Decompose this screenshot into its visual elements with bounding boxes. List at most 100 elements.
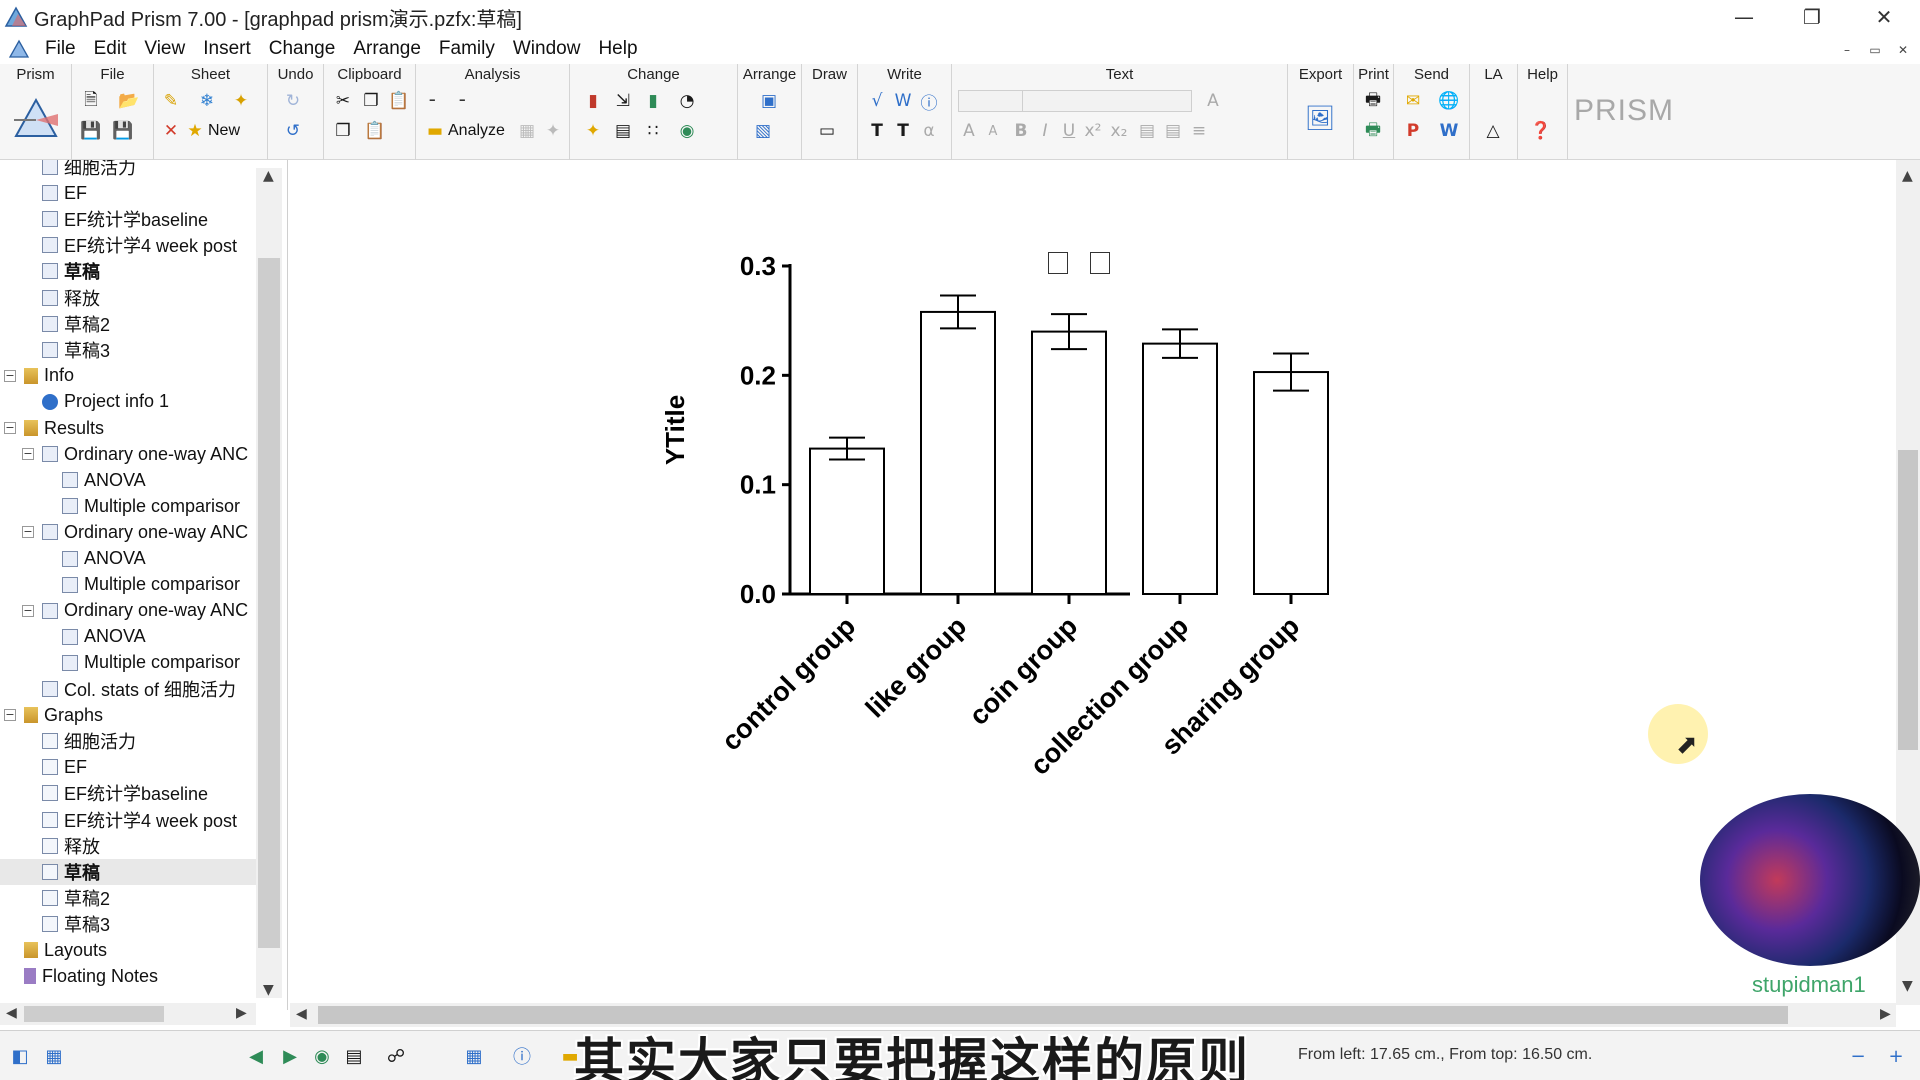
font-name-dropdown[interactable] [1022, 90, 1192, 112]
table-icon[interactable]: ▦ [518, 121, 536, 141]
scroll-left-arrow-icon[interactable]: ◀ [6, 1005, 17, 1021]
scroll-down-arrow-icon[interactable]: ▼ [263, 982, 274, 998]
navigator-item[interactable]: Graphs [24, 702, 103, 728]
scroll-right-arrow-icon[interactable]: ▶ [1880, 1006, 1891, 1022]
navigator-item[interactable]: EF [42, 180, 87, 206]
analysis-chart-icon[interactable]: ╴ [429, 91, 441, 111]
textbox-tool-icon[interactable]: T [897, 121, 909, 141]
tree-collapse-icon[interactable]: − [22, 525, 34, 539]
redo-icon[interactable]: ↻ [285, 91, 301, 111]
info-text-icon[interactable]: ⓘ [920, 93, 938, 114]
bold-icon[interactable]: B [1014, 121, 1028, 141]
canvas-horizontal-scrollbar[interactable]: ◀ ▶ [290, 1003, 1896, 1027]
cut-icon[interactable]: ✂ [335, 91, 351, 111]
zoom-sheet-icon[interactable]: ◉ [314, 1045, 330, 1067]
find-icon[interactable]: ▤ [345, 1045, 363, 1067]
pie-chart-icon[interactable]: ◔ [679, 91, 695, 111]
word-object-icon[interactable]: W [894, 91, 912, 111]
navigator-item[interactable]: 草稿3 [42, 911, 110, 937]
navigator-item[interactable]: Ordinary one-way ANC [42, 519, 248, 545]
scatter-icon[interactable]: ∷ [647, 121, 659, 141]
new-file-icon[interactable]: 🗎 [84, 89, 98, 110]
wand-icon[interactable]: ✦ [545, 121, 561, 141]
save-as-icon[interactable]: 💾 [112, 121, 134, 141]
save-icon[interactable]: 💾 [80, 121, 102, 141]
paste-icon[interactable]: 📋 [364, 121, 386, 141]
scroll-left-arrow-icon[interactable]: ◀ [296, 1006, 307, 1022]
menu-window[interactable]: Window [512, 38, 581, 59]
delete-sheet-icon[interactable]: ✕ [163, 121, 179, 141]
info-tab-icon[interactable]: ⓘ [513, 1047, 531, 1068]
navigator-item[interactable]: ANOVA [62, 546, 146, 572]
prism-document-icon[interactable] [8, 39, 30, 59]
navigator-item[interactable]: Multiple comparisor [62, 650, 240, 676]
menu-file[interactable]: File [45, 38, 76, 59]
font-size-dropdown[interactable] [958, 90, 1024, 112]
analyze-button[interactable]: Analyze [448, 122, 505, 139]
mdi-minimize-button[interactable]: – [1844, 43, 1850, 57]
zoom-in-icon[interactable]: + [1888, 1045, 1904, 1067]
menu-change[interactable]: Change [268, 38, 336, 59]
mdi-restore-button[interactable]: ▭ [1869, 43, 1881, 57]
print-icon[interactable]: 🖶 [1364, 89, 1382, 110]
bar-chart-icon[interactable]: ▮ [588, 91, 598, 111]
close-button[interactable]: ✕ [1875, 5, 1893, 29]
navigator-item[interactable]: Floating Notes [24, 963, 158, 989]
font-shrink-icon[interactable]: A [988, 123, 998, 139]
tree-collapse-icon[interactable]: − [22, 603, 34, 617]
navigator-item[interactable]: Ordinary one-way ANC [42, 598, 248, 624]
navigator-vertical-scrollbar[interactable]: ▲ ▼ [256, 168, 282, 998]
prism-logo-icon[interactable] [12, 96, 60, 140]
scroll-up-arrow-icon[interactable]: ▲ [263, 168, 274, 184]
analyze-icon[interactable]: ▬ [426, 121, 444, 141]
sheet-settings-icon[interactable]: ❄ [199, 91, 215, 111]
navigator-item[interactable]: 草稿2 [42, 885, 110, 911]
canvas-vscroll-thumb[interactable] [1898, 450, 1918, 750]
navigator-item[interactable]: EF [42, 754, 87, 780]
navigator-item[interactable]: ANOVA [62, 624, 146, 650]
results-tab-icon[interactable]: ▬ [561, 1045, 579, 1067]
restore-button[interactable]: ❐ [1803, 5, 1821, 29]
navigator-item[interactable]: EF统计学4 week post [42, 807, 237, 833]
navigator-item[interactable]: 释放 [42, 285, 100, 311]
font-grow-icon[interactable]: A [963, 121, 975, 141]
subscript-icon[interactable]: x₂ [1110, 121, 1128, 141]
export-image-icon[interactable]: 🖼 [1304, 104, 1336, 132]
menu-view[interactable]: View [144, 38, 186, 59]
italic-icon[interactable]: I [1042, 121, 1048, 141]
navigator-item[interactable]: Project info 1 [42, 389, 169, 415]
zoom-out-icon[interactable]: − [1850, 1045, 1866, 1067]
paste-special-icon[interactable]: 📋 [388, 91, 410, 111]
rectangle-icon[interactable]: ▭ [818, 121, 836, 141]
scale-icon[interactable]: ▤ [614, 121, 632, 141]
menu-arrange[interactable]: Arrange [353, 38, 421, 59]
navigator-item[interactable]: 草稿 [42, 258, 100, 284]
data-table-tab-icon[interactable]: ▦ [465, 1045, 483, 1067]
navigator-toggle-icon[interactable]: ◧ [11, 1045, 29, 1067]
navigator-scroll-thumb[interactable] [258, 258, 280, 948]
navigator-item[interactable]: ANOVA [62, 467, 146, 493]
tree-collapse-icon[interactable]: − [4, 421, 16, 434]
menu-family[interactable]: Family [438, 38, 495, 59]
flask-icon[interactable]: △ [1486, 121, 1500, 141]
navigator-item[interactable]: Ordinary one-way ANC [42, 441, 248, 467]
open-file-icon[interactable]: 📂 [118, 91, 140, 111]
minimize-button[interactable]: — [1734, 5, 1754, 29]
greek-symbol-icon[interactable]: α [923, 121, 935, 141]
menu-insert[interactable]: Insert [203, 38, 251, 59]
print-preview-icon[interactable]: 🖶 [1364, 119, 1382, 140]
navigator-item[interactable]: Layouts [24, 937, 107, 963]
new-sheet-label[interactable]: New [208, 122, 241, 139]
graph-canvas[interactable]: 0.0 0.1 0.2 0.3 YTitle control group like grou… [290, 160, 1890, 1003]
column-chart-icon[interactable]: ▮ [648, 91, 658, 111]
web-icon[interactable]: 🌐 [1438, 91, 1460, 111]
axis-icon[interactable]: ⇲ [615, 91, 631, 111]
underline-icon[interactable]: U [1062, 121, 1076, 141]
tree-collapse-icon[interactable]: − [4, 708, 16, 722]
navigator-item[interactable]: Multiple comparisor [62, 493, 240, 519]
undo-icon[interactable]: ↺ [285, 121, 301, 141]
navigator-item[interactable]: Info [24, 363, 74, 389]
group-icon[interactable]: ▧ [754, 121, 772, 141]
navigator-item[interactable]: EF统计学baseline [42, 780, 208, 806]
